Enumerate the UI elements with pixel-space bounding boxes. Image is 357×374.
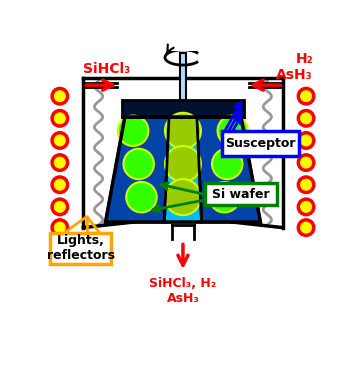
Bar [180,53,186,100]
Circle shape [52,220,67,235]
Circle shape [212,149,242,179]
Text: Susceptor: Susceptor [225,137,296,150]
Text: SiHCl₃, H₂
AsH₃: SiHCl₃, H₂ AsH₃ [149,277,217,305]
Circle shape [52,155,67,170]
Circle shape [52,199,67,215]
Circle shape [118,116,149,146]
Circle shape [298,111,314,126]
Bar [205,183,277,205]
Bar [50,233,111,264]
Circle shape [217,116,248,146]
Polygon shape [106,117,169,222]
Circle shape [298,220,314,235]
Bar [222,131,299,156]
Text: H₂
AsH₃: H₂ AsH₃ [276,52,313,82]
Circle shape [165,113,201,149]
Circle shape [165,146,201,182]
Polygon shape [197,117,261,222]
Circle shape [52,133,67,148]
Polygon shape [122,100,244,117]
Polygon shape [164,117,202,222]
Text: Si wafer: Si wafer [212,188,270,201]
Circle shape [165,179,201,215]
Circle shape [52,111,67,126]
Text: SiHCl₃: SiHCl₃ [83,61,131,76]
Circle shape [124,149,154,179]
Circle shape [298,133,314,148]
Circle shape [298,199,314,215]
Circle shape [209,182,240,212]
Circle shape [52,88,67,104]
Circle shape [126,182,157,212]
Circle shape [298,155,314,170]
Circle shape [298,177,314,193]
Circle shape [52,177,67,193]
Circle shape [298,88,314,104]
Text: Lights,
reflectors: Lights, reflectors [47,234,115,262]
